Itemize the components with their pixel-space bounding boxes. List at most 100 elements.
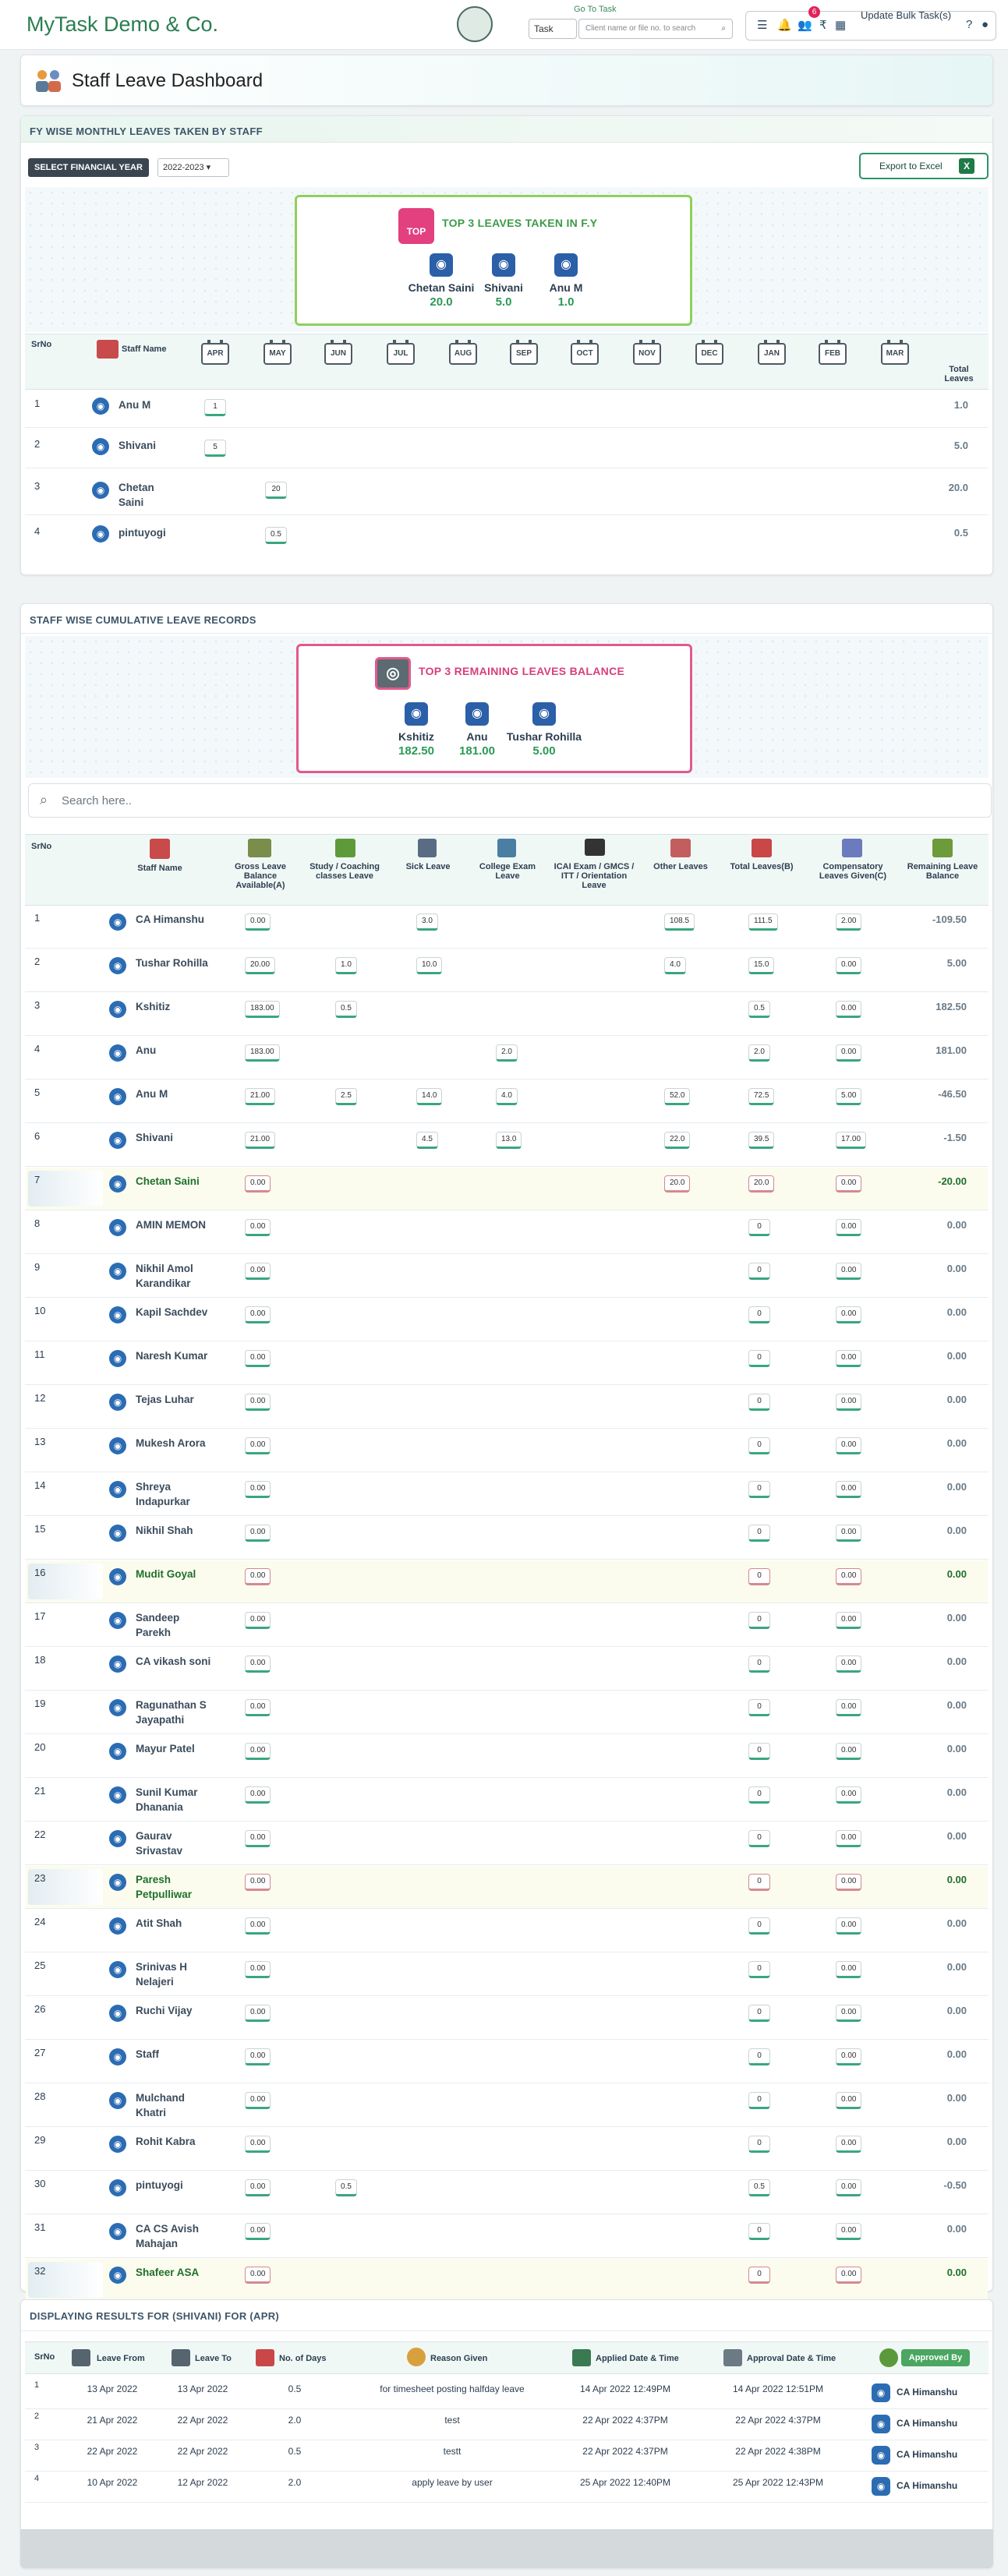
gross-balance-chip[interactable]: 0.00 <box>245 1306 271 1323</box>
staff-name[interactable]: Anu M <box>118 399 151 411</box>
compensatory-chip[interactable]: 0.00 <box>836 2136 862 2153</box>
gross-balance-chip[interactable]: 0.00 <box>245 1743 271 1760</box>
total-leaves-chip[interactable]: 0 <box>748 2267 770 2284</box>
compensatory-chip[interactable]: 0.00 <box>836 1874 862 1891</box>
sick-leave-chip[interactable]: 4.5 <box>416 1132 438 1149</box>
export-excel-button[interactable]: Export to Excel X <box>859 153 989 179</box>
compensatory-chip[interactable]: 0.00 <box>836 1568 862 1585</box>
compensatory-chip[interactable]: 0.00 <box>836 2005 862 2022</box>
month-value-chip[interactable]: 20 <box>265 482 287 499</box>
task-type-select[interactable]: Task <box>529 19 577 39</box>
calendar-icon[interactable]: ▦ <box>835 19 847 32</box>
gross-balance-chip[interactable]: 0.00 <box>245 1874 271 1891</box>
compensatory-chip[interactable]: 0.00 <box>836 1743 862 1760</box>
gross-balance-chip[interactable]: 0.00 <box>245 913 271 931</box>
staff-name[interactable]: pintuyogi <box>136 2179 183 2191</box>
gross-balance-chip[interactable]: 0.00 <box>245 1263 271 1280</box>
gross-balance-chip[interactable]: 0.00 <box>245 1394 271 1411</box>
staff-name[interactable]: Mulchand Khatri <box>136 2092 185 2118</box>
gross-balance-chip[interactable]: 0.00 <box>245 2092 271 2109</box>
month-value-chip[interactable]: 0.5 <box>265 527 287 544</box>
compensatory-chip[interactable]: 0.00 <box>836 1219 862 1236</box>
search-icon[interactable]: ⌕ <box>721 24 726 33</box>
compensatory-chip[interactable]: 0.00 <box>836 1525 862 1542</box>
staff-name[interactable]: Ragunathan S Jayapathi <box>136 1699 207 1726</box>
compensatory-chip[interactable]: 0.00 <box>836 1350 862 1367</box>
compensatory-chip[interactable]: 0.00 <box>836 1394 862 1411</box>
compensatory-chip[interactable]: 0.00 <box>836 1655 862 1673</box>
total-leaves-chip[interactable]: 0 <box>748 1874 770 1891</box>
other-leaves-chip[interactable]: 52.0 <box>664 1088 691 1105</box>
staff-name[interactable]: Mudit Goyal <box>136 1568 196 1580</box>
menu-icon[interactable]: ☰ <box>757 19 768 32</box>
team-icon[interactable]: 👥 <box>798 19 812 32</box>
total-leaves-chip[interactable]: 0 <box>748 1655 770 1673</box>
gross-balance-chip[interactable]: 20.00 <box>245 957 276 974</box>
gross-balance-chip[interactable]: 0.00 <box>245 2179 271 2196</box>
staff-name[interactable]: Sandeep Parekh <box>136 1612 180 1638</box>
gross-balance-chip[interactable]: 0.00 <box>245 2005 271 2022</box>
staff-name[interactable]: Chetan Saini <box>118 482 154 508</box>
total-leaves-chip[interactable]: 0.5 <box>748 2179 770 2196</box>
compensatory-chip[interactable]: 0.00 <box>836 2048 862 2065</box>
gross-balance-chip[interactable]: 0.00 <box>245 1830 271 1847</box>
gross-balance-chip[interactable]: 0.00 <box>245 2048 271 2065</box>
staff-name[interactable]: CA Himanshu <box>136 913 205 925</box>
gross-balance-chip[interactable]: 0.00 <box>245 1175 271 1193</box>
staff-name[interactable]: AMIN MEMON <box>136 1219 206 1231</box>
staff-name[interactable]: Shafeer ASA <box>136 2267 200 2278</box>
total-leaves-chip[interactable]: 72.5 <box>748 1088 775 1105</box>
total-leaves-chip[interactable]: 0 <box>748 1481 770 1498</box>
compensatory-chip[interactable]: 17.00 <box>836 1132 867 1149</box>
gross-balance-chip[interactable]: 0.00 <box>245 1350 271 1367</box>
staff-name[interactable]: Srinivas H Nelajeri <box>136 1961 188 1988</box>
gross-balance-chip[interactable]: 0.00 <box>245 1525 271 1542</box>
total-leaves-chip[interactable]: 0 <box>748 2136 770 2153</box>
sick-leave-chip[interactable]: 3.0 <box>416 913 438 931</box>
total-leaves-chip[interactable]: 0 <box>748 1219 770 1236</box>
staff-name[interactable]: CA vikash soni <box>136 1655 211 1667</box>
staff-name[interactable]: Shreya Indapurkar <box>136 1481 190 1507</box>
user-icon[interactable]: ● <box>981 18 989 31</box>
compensatory-chip[interactable]: 0.00 <box>836 1306 862 1323</box>
total-leaves-chip[interactable]: 0 <box>748 1743 770 1760</box>
staff-name[interactable]: Tejas Luhar <box>136 1394 194 1405</box>
gross-balance-chip[interactable]: 21.00 <box>245 1132 276 1149</box>
gross-balance-chip[interactable]: 0.00 <box>245 1568 271 1585</box>
staff-name[interactable]: Naresh Kumar <box>136 1350 208 1362</box>
gross-balance-chip[interactable]: 0.00 <box>245 1219 271 1236</box>
month-value-chip[interactable]: 1 <box>204 399 226 416</box>
staff-name[interactable]: Chetan Saini <box>136 1175 200 1187</box>
total-leaves-chip[interactable]: 0 <box>748 2005 770 2022</box>
sick-leave-chip[interactable]: 14.0 <box>416 1088 443 1105</box>
compensatory-chip[interactable]: 0.00 <box>836 957 862 974</box>
total-leaves-chip[interactable]: 0 <box>748 1612 770 1629</box>
total-leaves-chip[interactable]: 0.5 <box>748 1001 770 1018</box>
total-leaves-chip[interactable]: 0 <box>748 1263 770 1280</box>
gross-balance-chip[interactable]: 183.00 <box>245 1001 280 1018</box>
gross-balance-chip[interactable]: 0.00 <box>245 1612 271 1629</box>
compensatory-chip[interactable]: 0.00 <box>836 2267 862 2284</box>
gross-balance-chip[interactable]: 183.00 <box>245 1044 280 1062</box>
total-leaves-chip[interactable]: 0 <box>748 1699 770 1716</box>
staff-search-input[interactable]: ⌕ Search here.. <box>28 783 992 818</box>
compensatory-chip[interactable]: 0.00 <box>836 1917 862 1935</box>
compensatory-chip[interactable]: 0.00 <box>836 1263 862 1280</box>
total-leaves-chip[interactable]: 0 <box>748 2092 770 2109</box>
college-exam-chip[interactable]: 4.0 <box>496 1088 518 1105</box>
total-leaves-chip[interactable]: 0 <box>748 1917 770 1935</box>
staff-name[interactable]: CA CS Avish Mahajan <box>136 2223 200 2249</box>
total-leaves-chip[interactable]: 20.0 <box>748 1175 775 1193</box>
brand-logo[interactable]: MyTask Demo & Co. <box>27 12 219 36</box>
compensatory-chip[interactable]: 0.00 <box>836 1699 862 1716</box>
staff-name[interactable]: Mayur Patel <box>136 1743 195 1754</box>
other-leaves-chip[interactable]: 4.0 <box>664 957 686 974</box>
total-leaves-chip[interactable]: 0 <box>748 1568 770 1585</box>
study-leave-chip[interactable]: 1.0 <box>335 957 357 974</box>
update-bulk-tasks-button[interactable]: Update Bulk Task(s) <box>861 9 952 21</box>
compensatory-chip[interactable]: 0.00 <box>836 1044 862 1062</box>
compensatory-chip[interactable]: 0.00 <box>836 1175 862 1193</box>
total-leaves-chip[interactable]: 0 <box>748 1525 770 1542</box>
staff-name[interactable]: Rohit Kabra <box>136 2136 196 2147</box>
gross-balance-chip[interactable]: 0.00 <box>245 2136 271 2153</box>
